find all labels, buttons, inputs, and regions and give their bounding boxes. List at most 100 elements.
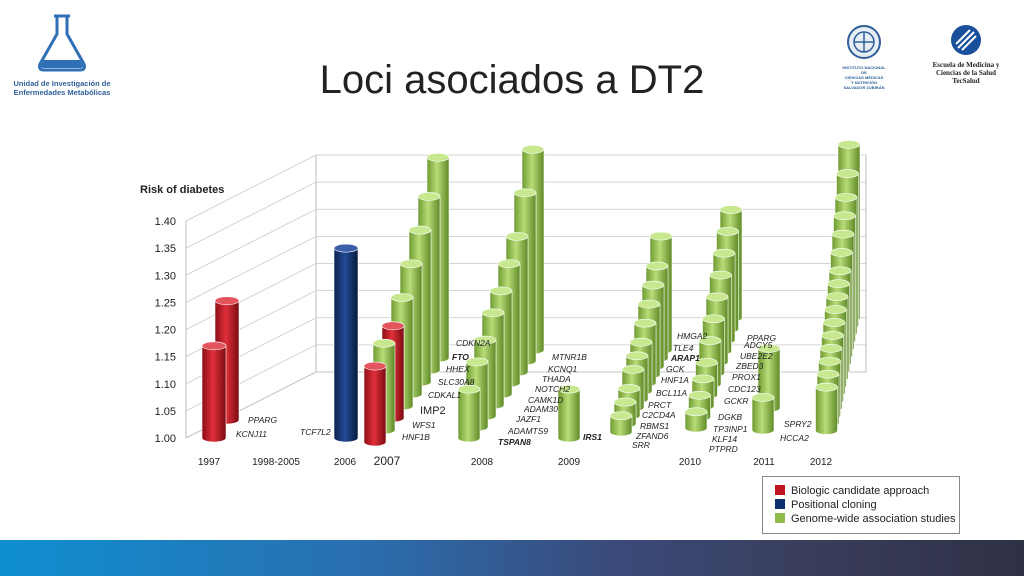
bar-top bbox=[617, 384, 641, 393]
bar-top bbox=[481, 308, 505, 318]
gene-label: TLE4 bbox=[673, 343, 694, 353]
bar-top bbox=[633, 318, 657, 328]
gene-label: JAZF1 bbox=[515, 414, 541, 424]
gene-label: PROX1 bbox=[732, 372, 761, 382]
bar-top bbox=[830, 248, 853, 257]
bar-top bbox=[417, 192, 441, 201]
gene-label: PPARG bbox=[747, 333, 777, 343]
bar-top bbox=[201, 341, 227, 351]
bar-top bbox=[691, 374, 715, 384]
gene-label: ZBED3 bbox=[735, 361, 764, 371]
legend-item-biologic: Biologic candidate approach bbox=[775, 484, 929, 498]
bar-top bbox=[465, 357, 489, 367]
gene-label: BCL11A bbox=[656, 388, 687, 398]
bar-top bbox=[825, 292, 849, 301]
bar-HNF1B bbox=[363, 361, 387, 447]
bar-SRR bbox=[609, 411, 633, 437]
x-category-label: 2012 bbox=[810, 457, 833, 468]
bar-top bbox=[372, 338, 396, 348]
y-tick-label: 1.10 bbox=[155, 379, 176, 391]
bar-top bbox=[821, 331, 844, 340]
uiem-caption-2: Enfermedades Metabólicas bbox=[13, 88, 111, 97]
bar-top bbox=[684, 407, 708, 417]
tecsalud-caption-2: Ciencias de la Salud bbox=[935, 69, 997, 77]
gene-label: RBMS1 bbox=[640, 421, 670, 431]
y-tick-label: 1.15 bbox=[155, 352, 176, 364]
bar-top bbox=[637, 299, 661, 309]
gene-label: HHEX bbox=[446, 364, 470, 374]
gene-label: CDKN2A bbox=[456, 338, 491, 348]
gene-label: KLF14 bbox=[712, 434, 737, 444]
bar-top bbox=[408, 225, 432, 235]
gene-label: PRCT bbox=[648, 400, 672, 410]
legend-item-positional: Positional cloning bbox=[775, 498, 877, 512]
bar-top bbox=[629, 337, 653, 347]
x-category-label: 2008 bbox=[471, 457, 494, 468]
bar-top bbox=[381, 321, 405, 331]
bar-top bbox=[609, 411, 633, 421]
uiem-logo: Unidad de Investigación de Enfermedades … bbox=[12, 12, 112, 97]
bar-top bbox=[625, 351, 649, 361]
incmnsz-caption-1: INSTITUTO NACIONAL DE bbox=[842, 65, 886, 75]
bar-TCF7L2 bbox=[333, 243, 359, 443]
gene-label: TSPAN8 bbox=[498, 437, 531, 447]
legend-swatch-green bbox=[775, 513, 785, 523]
bar-top bbox=[497, 259, 521, 268]
x-category-label: 2010 bbox=[679, 457, 702, 468]
x-category-label: 2006 bbox=[334, 457, 357, 468]
bar-top bbox=[426, 152, 450, 162]
bar-top bbox=[363, 361, 387, 371]
incmnsz-caption-4: SALVADOR ZUBIRÁN bbox=[843, 85, 885, 90]
gene-label: SPRY2 bbox=[784, 419, 812, 429]
gene-label: KCNJ11 bbox=[236, 429, 267, 439]
legend-label-biologic: Biologic candidate approach bbox=[791, 485, 930, 497]
gene-label: MTNR1B bbox=[552, 352, 587, 362]
gene-label: PTPRD bbox=[709, 444, 738, 454]
bar-body bbox=[363, 365, 387, 447]
bar-top bbox=[513, 188, 537, 198]
bar-top bbox=[815, 382, 838, 392]
gene-label: HCCA2 bbox=[780, 433, 809, 443]
gridline bbox=[185, 208, 866, 276]
y-tick-label: 1.00 bbox=[155, 433, 176, 445]
bar-body bbox=[201, 345, 227, 443]
bar-body bbox=[684, 411, 708, 433]
gridline bbox=[185, 235, 866, 303]
bar-top bbox=[837, 140, 861, 149]
bar-top bbox=[705, 292, 729, 302]
bar-top bbox=[641, 280, 665, 290]
x-category-label: 1998-2005 bbox=[252, 457, 300, 468]
seal-icon bbox=[847, 25, 881, 59]
gene-label: ADAM30 bbox=[523, 404, 558, 414]
bar-body bbox=[609, 415, 633, 437]
bar-top bbox=[828, 266, 852, 276]
tec-emblem-icon bbox=[951, 25, 981, 55]
legend-swatch-red bbox=[775, 485, 785, 495]
bar-top bbox=[457, 384, 481, 394]
gene-label: IRS1 bbox=[583, 432, 602, 442]
bar-body bbox=[457, 388, 481, 443]
gene-label: SLC30A8 bbox=[438, 377, 475, 387]
bar-top bbox=[822, 318, 846, 327]
gene-label: C2CD4A bbox=[642, 410, 676, 420]
bar-top bbox=[688, 390, 711, 400]
legend-swatch-blue bbox=[775, 499, 785, 509]
bar-top bbox=[709, 270, 732, 280]
gene-label: ADAMTS9 bbox=[507, 426, 548, 436]
gene-label: PPARG bbox=[248, 415, 278, 425]
bar-TSPAN8 bbox=[457, 384, 481, 443]
bar-top bbox=[621, 365, 645, 374]
bar-top bbox=[399, 259, 423, 269]
y-tick-label: 1.35 bbox=[155, 243, 176, 255]
gene-label: FTO bbox=[452, 352, 469, 362]
gene-label: HNF1B bbox=[402, 432, 430, 442]
tecsalud-caption-3: TecSalud bbox=[952, 77, 980, 85]
gene-label: SRR bbox=[632, 440, 650, 450]
gene-label: IMP2 bbox=[420, 405, 446, 417]
uiem-caption-1: Unidad de Investigación de bbox=[13, 79, 111, 88]
bar-top bbox=[834, 193, 858, 202]
chart-legend: Biologic candidate approach Positional c… bbox=[762, 476, 960, 534]
legend-label-positional: Positional cloning bbox=[791, 499, 877, 511]
legend-item-gwas: Genome-wide association studies bbox=[775, 512, 955, 526]
x-category-label: 2009 bbox=[558, 457, 581, 468]
